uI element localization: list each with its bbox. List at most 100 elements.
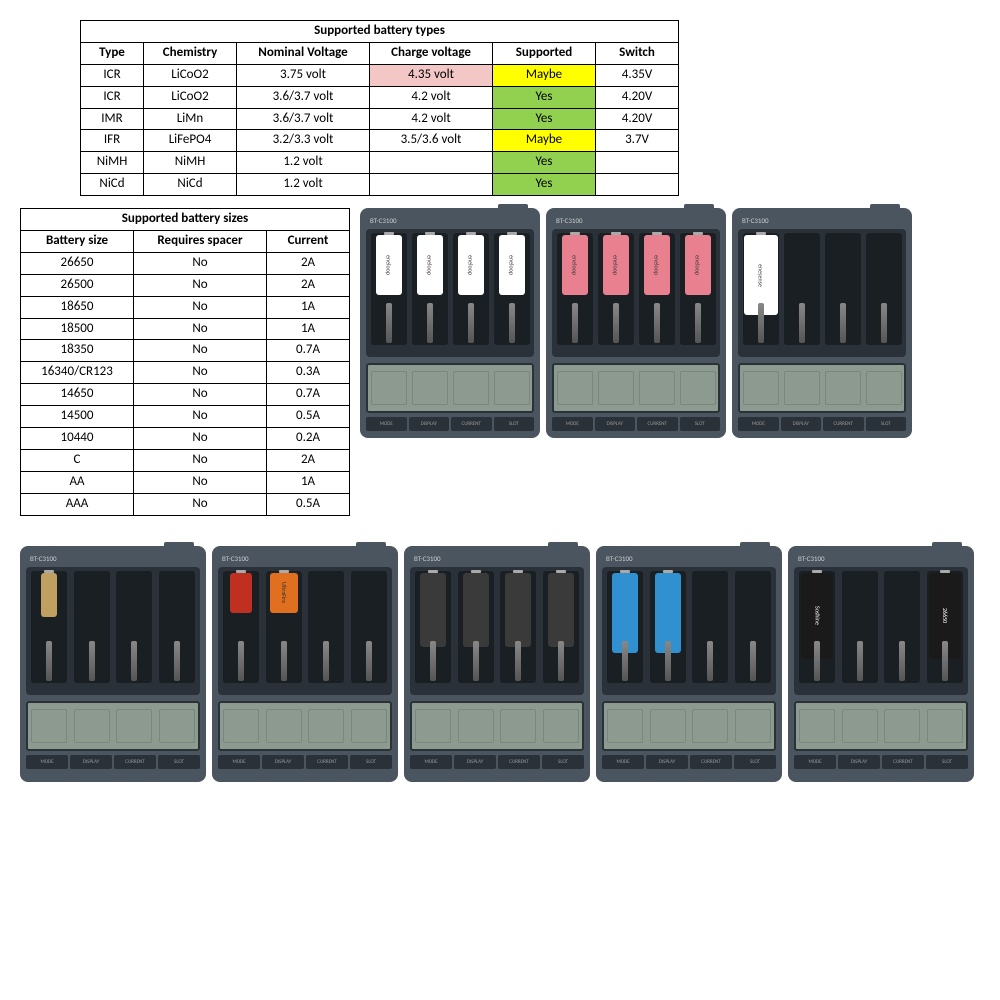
charger-slot <box>784 233 820 345</box>
charger-slot: UltraFire <box>266 571 302 683</box>
charger-slot <box>500 571 536 683</box>
battery: eneloop <box>458 235 484 295</box>
charger-button: SLOT <box>680 417 721 431</box>
charger-slots <box>602 567 776 695</box>
charger-unit: BT-C3100MODEDISPLAYCURRENTSLOT <box>404 546 590 782</box>
sizes-row: AANo1A <box>21 471 350 493</box>
charger-slots: eneloopeneloopeneloopeneloop <box>366 229 534 357</box>
types-col-header: Switch <box>596 42 679 64</box>
types-row: ICRLiCoO23.6/3.7 volt4.2 voltYes4.20V <box>81 86 679 108</box>
types-cell: 3.75 volt <box>237 64 370 86</box>
charger-button: DISPLAY <box>70 755 112 769</box>
charger-buttons: MODEDISPLAYCURRENTSLOT <box>366 417 534 431</box>
charger-buttons: MODEDISPLAYCURRENTSLOT <box>738 417 906 431</box>
charger-button: SLOT <box>734 755 776 769</box>
battery: eneloop <box>562 235 588 295</box>
battery: eneloop <box>644 235 670 295</box>
sizes-cell: 0.7A <box>267 340 350 362</box>
charger-slot <box>223 571 259 683</box>
types-cell: ICR <box>81 64 144 86</box>
types-cell: LiMn <box>144 108 237 130</box>
sizes-col-header: Battery size <box>21 231 134 253</box>
charger-button: DISPLAY <box>646 755 688 769</box>
types-row: ICRLiCoO23.75 volt4.35 voltMaybe4.35V <box>81 64 679 86</box>
charger-button: MODE <box>738 417 779 431</box>
charger-slots: eneloop eneloop eneloop eneloop <box>552 229 720 357</box>
charger-slot: eneloop <box>598 233 634 345</box>
battery: enesense <box>744 235 778 315</box>
charger-slot <box>351 571 387 683</box>
sizes-cell: 16340/CR123 <box>21 362 134 384</box>
types-cell <box>370 152 493 174</box>
charger-slot: eneloop <box>680 233 716 345</box>
types-cell: 3.5/3.6 volt <box>370 130 493 152</box>
battery <box>420 573 446 647</box>
sizes-cell: No <box>134 252 267 274</box>
charger-slot: eneloop <box>371 233 407 345</box>
charger-button: CURRENT <box>306 755 348 769</box>
sizes-cell: 0.5A <box>267 406 350 428</box>
types-cell: IFR <box>81 130 144 152</box>
charger-button: DISPLAY <box>409 417 450 431</box>
charger-slot: eneloop <box>557 233 593 345</box>
sizes-cell: 2A <box>267 274 350 296</box>
charger-model-label: BT-C3100 <box>556 216 720 225</box>
charger-slot <box>842 571 878 683</box>
types-cell: NiMH <box>144 152 237 174</box>
charger-slot <box>116 571 152 683</box>
battery: 26650 <box>929 573 961 659</box>
types-cell: Maybe <box>493 130 596 152</box>
charger-slots <box>26 567 200 695</box>
sizes-col-header: Requires spacer <box>134 231 267 253</box>
types-title: Supported battery types <box>81 21 679 43</box>
charger-button: MODE <box>218 755 260 769</box>
charger-button: CURRENT <box>823 417 864 431</box>
types-cell: Maybe <box>493 64 596 86</box>
sizes-col-header: Current <box>267 231 350 253</box>
battery-sizes-table: Supported battery sizes Battery sizeRequ… <box>20 208 350 515</box>
charger-slot <box>650 571 686 683</box>
charger-lcd <box>738 363 906 413</box>
charger-unit: BT-C3100Soshine26650MODEDISPLAYCURRENTSL… <box>788 546 974 782</box>
charger-button: SLOT <box>350 755 392 769</box>
battery <box>463 573 489 647</box>
sizes-cell: 1A <box>267 318 350 340</box>
charger-slot <box>308 571 344 683</box>
charger-slot <box>735 571 771 683</box>
sizes-row: 18350No0.7A <box>21 340 350 362</box>
charger-slot <box>866 233 902 345</box>
charger-buttons: MODEDISPLAYCURRENTSLOT <box>602 755 776 769</box>
charger-button: CURRENT <box>882 755 924 769</box>
charger-grid-top: BT-C3100 eneloop eneloop eneloop eneloop MODE… <box>360 208 912 438</box>
charger-button: CURRENT <box>498 755 540 769</box>
types-col-header: Chemistry <box>144 42 237 64</box>
charger-slots: Soshine 26650 <box>794 567 968 695</box>
charger-slot <box>607 571 643 683</box>
charger-button: DISPLAY <box>781 417 822 431</box>
charger-slot <box>458 571 494 683</box>
types-cell: 3.6/3.7 volt <box>237 108 370 130</box>
charger-button: SLOT <box>158 755 200 769</box>
types-cell: 4.20V <box>596 108 679 130</box>
types-col-header: Nominal Voltage <box>237 42 370 64</box>
charger-slot: eneloop <box>453 233 489 345</box>
sizes-cell: No <box>134 362 267 384</box>
battery: eneloop <box>417 235 443 295</box>
charger-unit: BT-C3100MODEDISPLAYCURRENTSLOT <box>596 546 782 782</box>
sizes-cell: No <box>134 449 267 471</box>
battery-types-table: Supported battery types TypeChemistryNom… <box>80 20 679 196</box>
sizes-row: CNo2A <box>21 449 350 471</box>
sizes-cell: 18500 <box>21 318 134 340</box>
sizes-cell: AA <box>21 471 134 493</box>
charger-button: CURRENT <box>690 755 732 769</box>
charger-button: MODE <box>410 755 452 769</box>
types-cell: 4.2 volt <box>370 108 493 130</box>
charger-slot: Soshine <box>799 571 835 683</box>
types-cell: 4.20V <box>596 86 679 108</box>
types-cell: 1.2 volt <box>237 152 370 174</box>
sizes-cell: 10440 <box>21 428 134 450</box>
charger-buttons: MODEDISPLAYCURRENTSLOT <box>218 755 392 769</box>
types-cell: LiCoO2 <box>144 64 237 86</box>
charger-model-label: BT-C3100 <box>30 554 200 563</box>
types-col-header: Type <box>81 42 144 64</box>
